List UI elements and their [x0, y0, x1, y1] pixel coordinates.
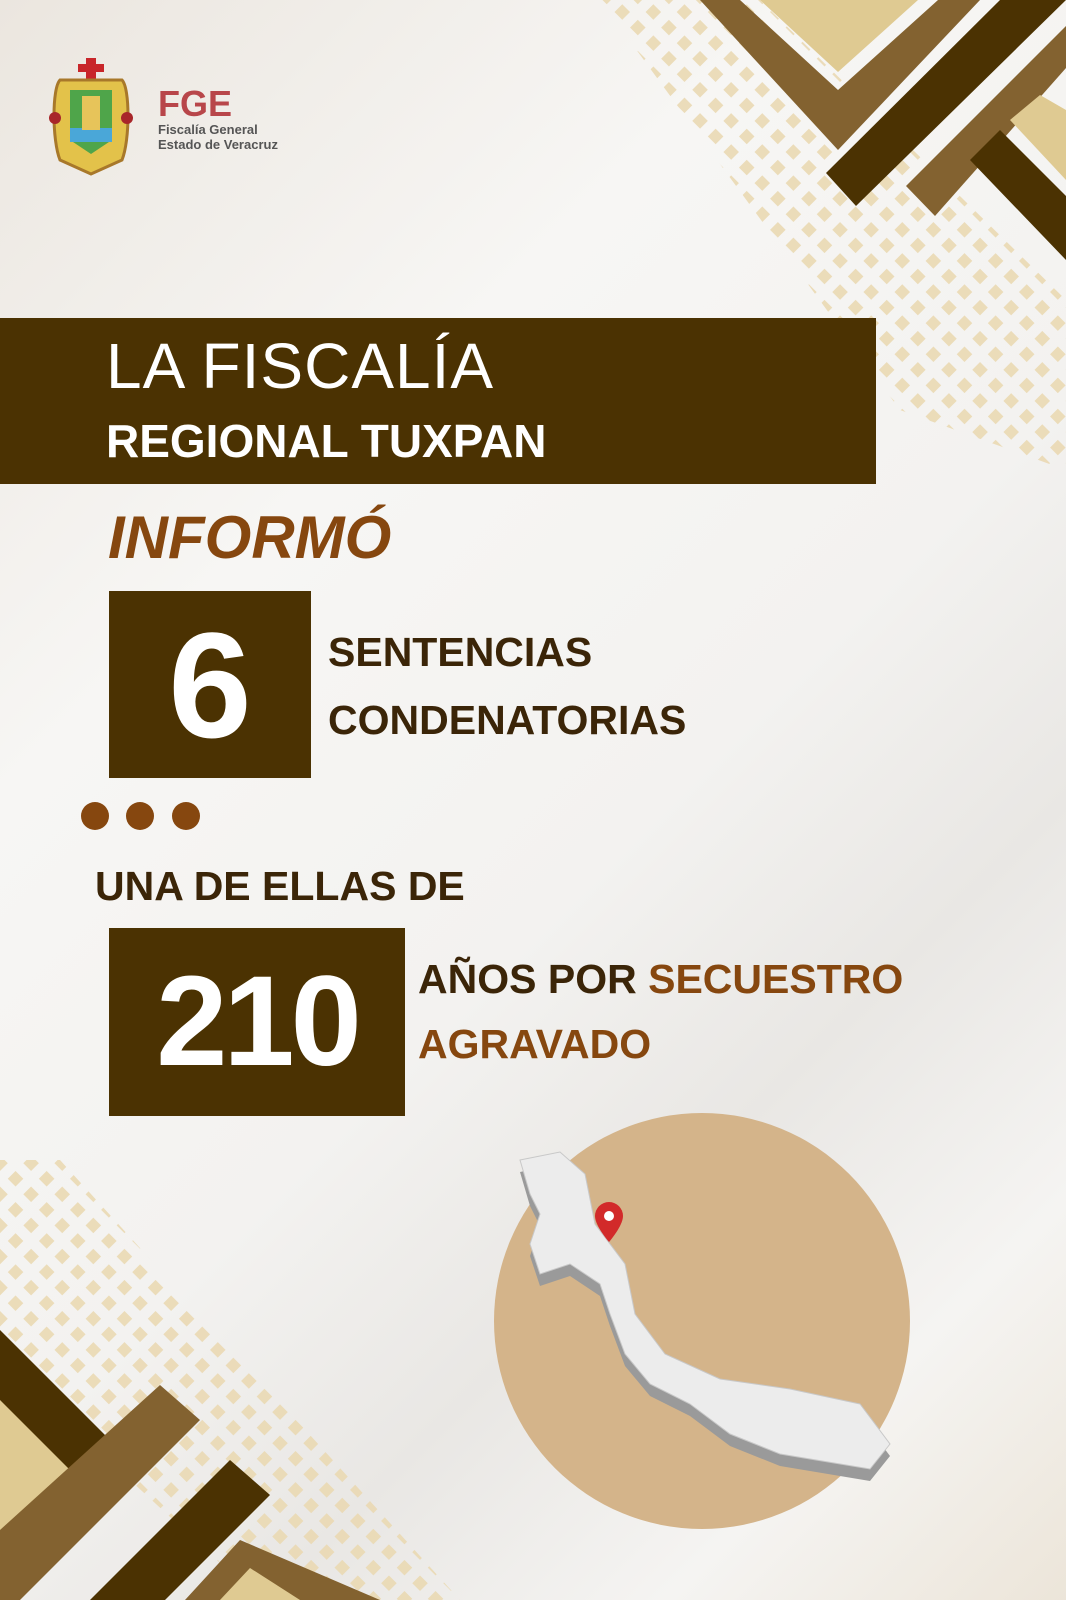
veracruz-map-shape	[519, 1151, 891, 1470]
logo-acronym: FGE	[158, 83, 233, 124]
dot-icon	[81, 802, 109, 830]
stat1-line2: CONDENATORIAS	[328, 697, 687, 743]
stat2-prefix: AÑOS POR	[418, 956, 649, 1002]
stat1-line1: SENTENCIAS	[328, 629, 593, 675]
banner-line2: REGIONAL TUXPAN	[106, 415, 547, 467]
dot-icon	[172, 802, 200, 830]
stat2-number: 210	[109, 928, 405, 1116]
stat2-line1: AÑOS POR SECUESTRO	[418, 959, 903, 1000]
headline: INFORMÓ	[108, 504, 392, 571]
stat2-highlight2: AGRAVADO	[418, 1021, 652, 1067]
title-banner	[0, 318, 876, 484]
subheading: UNA DE ELLAS DE	[95, 863, 465, 909]
veracruz-coat-of-arms	[49, 58, 133, 176]
dot-icon	[126, 802, 154, 830]
stat2-highlight1: SECUESTRO	[648, 956, 904, 1002]
stat1-number: 6	[109, 591, 311, 778]
logo-line1: Fiscalía General	[158, 122, 258, 137]
logo-line2: Estado de Veracruz	[158, 137, 278, 152]
location-pin-icon	[595, 1202, 623, 1242]
banner-line1: LA FISCALÍA	[106, 330, 495, 402]
fge-logo: FGE Fiscalía General Estado de Veracruz	[158, 83, 278, 153]
